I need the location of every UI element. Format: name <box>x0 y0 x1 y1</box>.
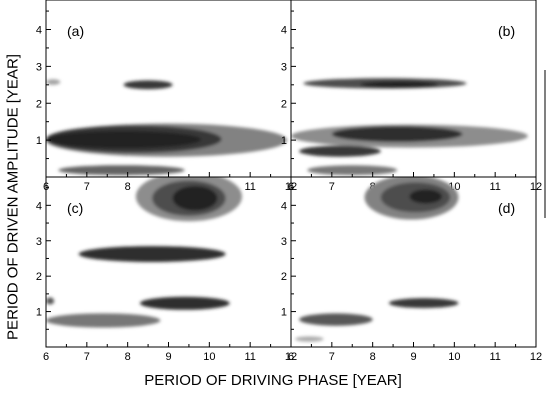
heatmap-region <box>360 81 439 88</box>
heatmap-cells <box>291 78 528 176</box>
panel-label: (b) <box>498 23 515 39</box>
x-tick-label: 7 <box>84 351 90 363</box>
y-tick-label: 1 <box>281 307 287 319</box>
heatmap-cells <box>46 177 242 328</box>
y-tick-label: 4 <box>36 25 42 37</box>
heatmap-region <box>295 336 324 342</box>
x-tick-label: 8 <box>370 351 376 363</box>
x-tick-label: 11 <box>244 351 255 363</box>
x-tick-label: 8 <box>125 351 131 363</box>
y-tick-label: 2 <box>36 98 42 110</box>
x-tick-label: 12 <box>285 351 297 363</box>
heatmap-region <box>46 130 202 149</box>
x-tick-label: 12 <box>530 351 542 363</box>
y-tick-label: 4 <box>281 200 287 212</box>
y-tick-label: 3 <box>36 61 42 73</box>
x-tick-label: 8 <box>125 181 131 193</box>
x-tick-label: 10 <box>448 351 460 363</box>
heatmap-region <box>139 296 230 310</box>
heatmap-cells <box>295 177 459 342</box>
x-axis-title: PERIOD OF DRIVING PHASE [YEAR] <box>144 372 402 389</box>
y-tick-label: 1 <box>281 135 287 147</box>
heatmap-region <box>78 246 226 262</box>
x-tick-label: 7 <box>84 181 90 193</box>
x-tick-label: 7 <box>329 181 335 193</box>
x-tick-label: 6 <box>288 351 294 363</box>
y-tick-label: 2 <box>281 271 287 283</box>
y-tick-label: 3 <box>36 236 42 248</box>
heatmap-region <box>58 165 185 176</box>
x-tick-label: 9 <box>410 351 416 363</box>
heatmap-region <box>46 79 61 85</box>
heatmap-region <box>331 126 463 142</box>
heatmap-region <box>46 297 55 305</box>
y-tick-label: 4 <box>36 200 42 212</box>
x-tick-label: 7 <box>329 351 335 363</box>
x-tick-label: 11 <box>244 181 255 193</box>
x-tick-label: 9 <box>165 351 171 363</box>
heatmap-region <box>46 313 161 328</box>
heatmap-region <box>172 185 218 211</box>
heatmap-region <box>389 298 459 309</box>
x-tick-label: 11 <box>489 181 500 193</box>
heatmap-cells <box>46 79 287 176</box>
y-tick-label: 3 <box>281 236 287 248</box>
y-tick-label: 1 <box>36 135 42 147</box>
heatmap-region <box>307 165 398 176</box>
heatmap-region <box>299 313 373 326</box>
heatmap-region <box>409 189 443 204</box>
y-tick-label: 4 <box>281 25 287 37</box>
y-tick-label: 1 <box>36 307 42 319</box>
y-tick-label: 3 <box>281 61 287 73</box>
panel-label: (d) <box>498 200 515 216</box>
y-axis-title: PERIOD OF DRIVEN AMPLITUDE [YEAR] <box>4 54 22 340</box>
x-tick-label: 6 <box>43 351 49 363</box>
heatmap-region <box>299 145 381 157</box>
y-tick-label: 2 <box>36 271 42 283</box>
heatmap-region <box>123 80 173 90</box>
x-tick-label: 11 <box>489 351 500 363</box>
x-tick-label: 10 <box>203 351 215 363</box>
panel-label: (a) <box>67 23 84 39</box>
panel-label: (c) <box>67 200 83 216</box>
y-tick-label: 2 <box>281 98 287 110</box>
